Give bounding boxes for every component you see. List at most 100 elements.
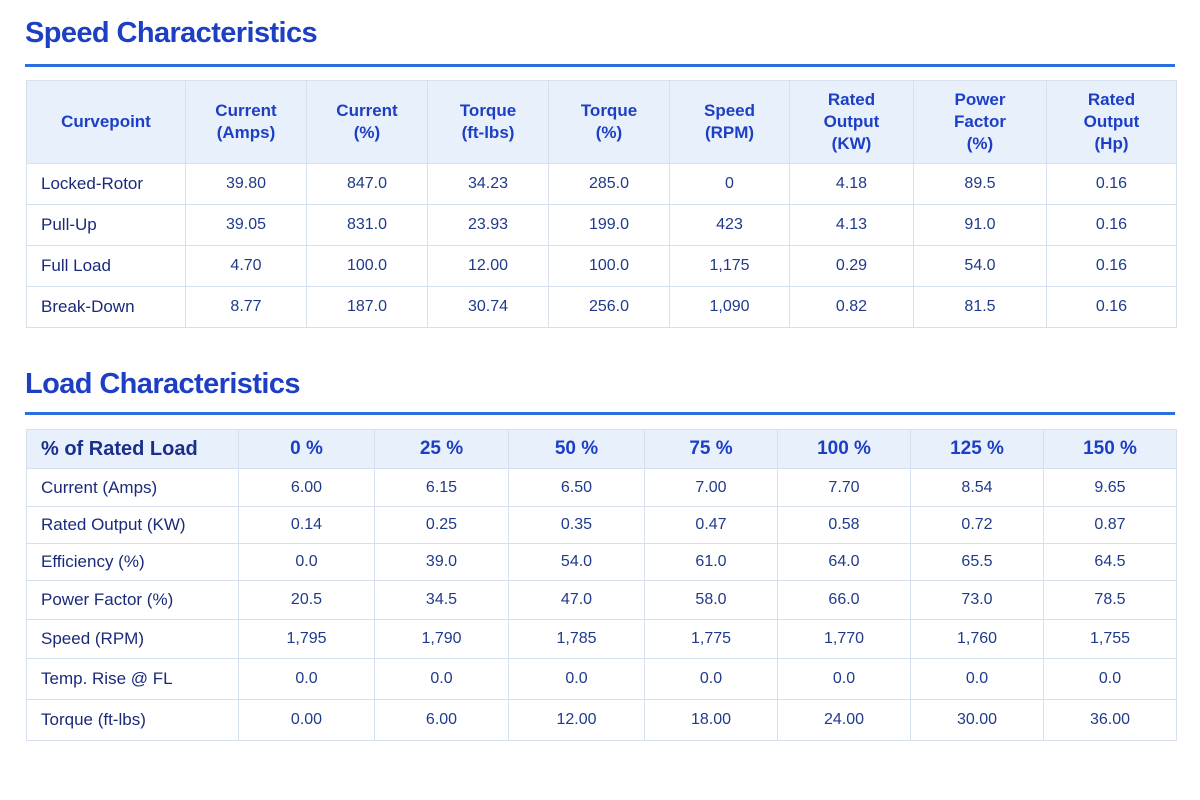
- table-cell: 0.58: [777, 506, 911, 544]
- table-cell: 1,785: [508, 619, 645, 659]
- table-row: Current (Amps) 6.00 6.15 6.50 7.00 7.70 …: [26, 468, 1177, 507]
- table-cell: 100.0: [548, 245, 670, 287]
- table-cell: 89.5: [913, 163, 1047, 205]
- column-header: Curvepoint: [26, 80, 186, 164]
- table-cell: 423: [669, 204, 790, 246]
- table-cell: 4.70: [185, 245, 307, 287]
- table-cell: 0.16: [1046, 245, 1177, 287]
- table-cell: 187.0: [306, 286, 428, 328]
- column-header: 100 %: [777, 429, 911, 469]
- table-cell: 0.29: [789, 245, 914, 287]
- table-cell: 0.16: [1046, 204, 1177, 246]
- table-row: Locked-Rotor 39.80 847.0 34.23 285.0 0 4…: [26, 163, 1177, 205]
- table-cell: 66.0: [777, 580, 911, 620]
- table-cell: 0.25: [374, 506, 509, 544]
- column-header: Power Factor (%): [913, 80, 1047, 164]
- table-cell: 1,770: [777, 619, 911, 659]
- table-cell: 61.0: [644, 543, 778, 581]
- table-cell: 24.00: [777, 699, 911, 741]
- row-label: Locked-Rotor: [26, 163, 186, 205]
- table-cell: 6.00: [238, 468, 375, 507]
- column-header: Current (%): [306, 80, 428, 164]
- table-cell: 847.0: [306, 163, 428, 205]
- column-header: 25 %: [374, 429, 509, 469]
- table-cell: 8.54: [910, 468, 1044, 507]
- table-cell: 1,175: [669, 245, 790, 287]
- table-cell: 54.0: [913, 245, 1047, 287]
- table-cell: 36.00: [1043, 699, 1177, 741]
- column-header: 75 %: [644, 429, 778, 469]
- row-label: Full Load: [26, 245, 186, 287]
- table-cell: 0.0: [238, 658, 375, 700]
- table-cell: 12.00: [427, 245, 549, 287]
- table-cell: 1,775: [644, 619, 778, 659]
- table-cell: 20.5: [238, 580, 375, 620]
- table-cell: 1,790: [374, 619, 509, 659]
- load-header-row: % of Rated Load 0 % 25 % 50 % 75 % 100 %…: [26, 429, 1177, 469]
- load-title-divider: [25, 412, 1175, 415]
- table-cell: 0.0: [644, 658, 778, 700]
- speed-characteristics-table: Curvepoint Current (Amps) Current (%) To…: [26, 80, 1177, 328]
- table-cell: 6.50: [508, 468, 645, 507]
- table-row: Break-Down 8.77 187.0 30.74 256.0 1,090 …: [26, 286, 1177, 328]
- column-header: Rated Output (Hp): [1046, 80, 1177, 164]
- table-cell: 0.35: [508, 506, 645, 544]
- table-cell: 0.0: [238, 543, 375, 581]
- column-header: Rated Output (KW): [789, 80, 914, 164]
- table-cell: 30.00: [910, 699, 1044, 741]
- table-cell: 73.0: [910, 580, 1044, 620]
- table-cell: 34.5: [374, 580, 509, 620]
- column-header: Current (Amps): [185, 80, 307, 164]
- load-section-title: Load Characteristics: [25, 368, 300, 400]
- table-cell: 39.05: [185, 204, 307, 246]
- speed-section-title: Speed Characteristics: [25, 17, 318, 49]
- table-cell: 34.23: [427, 163, 549, 205]
- row-label: Temp. Rise @ FL: [26, 658, 239, 700]
- table-cell: 0.0: [1043, 658, 1177, 700]
- table-cell: 39.80: [185, 163, 307, 205]
- table-cell: 78.5: [1043, 580, 1177, 620]
- column-header: Torque (ft-lbs): [427, 80, 549, 164]
- table-cell: 100.0: [306, 245, 428, 287]
- table-cell: 0.0: [508, 658, 645, 700]
- row-label: Rated Output (KW): [26, 506, 239, 544]
- table-cell: 0.72: [910, 506, 1044, 544]
- table-cell: 12.00: [508, 699, 645, 741]
- table-row: Speed (RPM) 1,795 1,790 1,785 1,775 1,77…: [26, 619, 1177, 659]
- column-header: 150 %: [1043, 429, 1177, 469]
- table-cell: 1,760: [910, 619, 1044, 659]
- column-header: Torque (%): [548, 80, 670, 164]
- table-cell: 7.70: [777, 468, 911, 507]
- table-cell: 8.77: [185, 286, 307, 328]
- table-cell: 0.00: [238, 699, 375, 741]
- table-cell: 0.16: [1046, 286, 1177, 328]
- column-header: 50 %: [508, 429, 645, 469]
- table-cell: 54.0: [508, 543, 645, 581]
- table-cell: 0.16: [1046, 163, 1177, 205]
- table-cell: 1,795: [238, 619, 375, 659]
- table-cell: 7.00: [644, 468, 778, 507]
- speed-header-row: Curvepoint Current (Amps) Current (%) To…: [26, 80, 1177, 164]
- table-cell: 1,090: [669, 286, 790, 328]
- column-header: 125 %: [910, 429, 1044, 469]
- table-row: Torque (ft-lbs) 0.00 6.00 12.00 18.00 24…: [26, 699, 1177, 741]
- table-cell: 0.0: [777, 658, 911, 700]
- table-cell: 0.47: [644, 506, 778, 544]
- table-cell: 6.15: [374, 468, 509, 507]
- row-label: Efficiency (%): [26, 543, 239, 581]
- table-cell: 58.0: [644, 580, 778, 620]
- table-cell: 9.65: [1043, 468, 1177, 507]
- table-row: Pull-Up 39.05 831.0 23.93 199.0 423 4.13…: [26, 204, 1177, 246]
- table-cell: 65.5: [910, 543, 1044, 581]
- table-cell: 6.00: [374, 699, 509, 741]
- table-cell: 81.5: [913, 286, 1047, 328]
- load-characteristics-table: % of Rated Load 0 % 25 % 50 % 75 % 100 %…: [26, 429, 1177, 741]
- table-cell: 47.0: [508, 580, 645, 620]
- table-row: Power Factor (%) 20.5 34.5 47.0 58.0 66.…: [26, 580, 1177, 620]
- table-cell: 64.0: [777, 543, 911, 581]
- column-header: 0 %: [238, 429, 375, 469]
- row-label: Pull-Up: [26, 204, 186, 246]
- table-cell: 0: [669, 163, 790, 205]
- row-label: Current (Amps): [26, 468, 239, 507]
- table-cell: 0.0: [374, 658, 509, 700]
